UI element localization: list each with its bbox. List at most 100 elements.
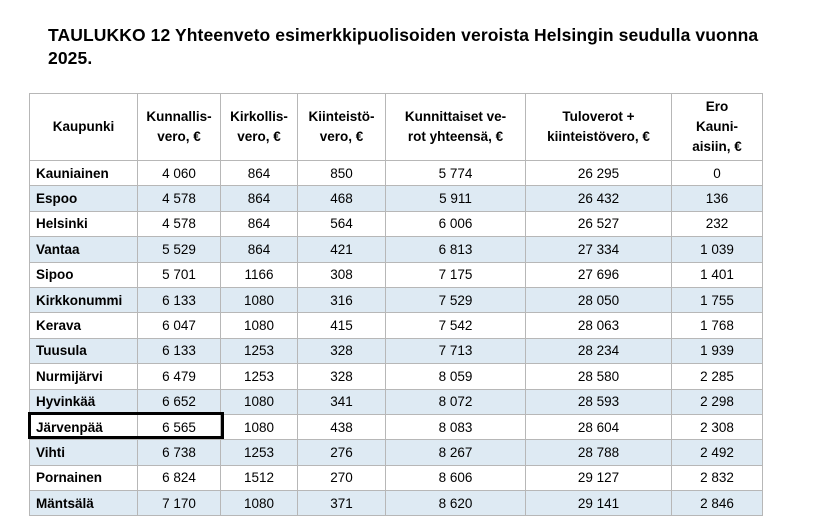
cell-ero: 2 846 [671, 490, 763, 517]
cell-tuloverot: 28 788 [525, 439, 672, 466]
cell-kunnallisvero: 6 652 [137, 388, 221, 415]
cell-kunnittaiset-verot: 8 059 [385, 363, 526, 390]
cell-kiinteistovero: 270 [297, 464, 386, 492]
table-row: Kirkkonummi 6 133 1080 316 7 529 28 050 1 755 [29, 286, 763, 314]
table-row: Hyvinkää 6 652 1080 341 8 072 28 593 2 298 [29, 388, 763, 415]
tax-summary-table: Kaupunki Kunnallis- vero, € Kirkollis- v… [29, 93, 763, 517]
cell-ero: 2 492 [671, 439, 763, 466]
cell-ero: 0 [671, 159, 763, 187]
cell-kunnittaiset-verot: 8 606 [385, 464, 526, 492]
cell-kiinteistovero: 341 [297, 388, 386, 415]
cell-kiinteistovero: 276 [297, 439, 386, 466]
cell-kirkollisvero: 864 [220, 210, 298, 238]
cell-kunnallisvero: 4 060 [137, 159, 221, 187]
table-row: Vihti 6 738 1253 276 8 267 28 788 2 492 [29, 439, 763, 466]
cell-ero: 1 939 [671, 337, 763, 365]
cell-tuloverot: 28 604 [525, 413, 672, 441]
cell-kunnittaiset-verot: 8 072 [385, 388, 526, 415]
cell-tuloverot: 28 050 [525, 286, 672, 314]
cell-kunnallisvero: 4 578 [137, 210, 221, 238]
cell-ero: 2 285 [671, 363, 763, 390]
cell-kunnallisvero: 6 133 [137, 337, 221, 365]
cell-kirkollisvero: 1253 [220, 337, 298, 365]
column-header-tuloverot: Tuloverot + kiinteistövero, € [525, 93, 672, 161]
cell-kirkollisvero: 1080 [220, 413, 298, 441]
cell-tuloverot: 29 127 [525, 464, 672, 492]
column-header-kunnittaiset-verot: Kunnittaiset ve- rot yhteensä, € [385, 93, 526, 161]
cell-city: Kirkkonummi [29, 286, 138, 314]
cell-city: Espoo [29, 185, 138, 212]
cell-tuloverot: 28 593 [525, 388, 672, 415]
cell-kunnittaiset-verot: 5 774 [385, 159, 526, 187]
cell-kunnallisvero: 5 701 [137, 261, 221, 288]
table-row: Espoo 4 578 864 468 5 911 26 432 136 [29, 185, 763, 212]
table-row: Mäntsälä 7 170 1080 371 8 620 29 141 2 846 [29, 490, 763, 517]
cell-kiinteistovero: 415 [297, 312, 386, 339]
cell-tuloverot: 28 234 [525, 337, 672, 365]
table-row: Kerava 6 047 1080 415 7 542 28 063 1 768 [29, 312, 763, 339]
cell-kiinteistovero: 850 [297, 159, 386, 187]
table-row: Vantaa 5 529 864 421 6 813 27 334 1 039 [29, 236, 763, 263]
cell-city: Vantaa [29, 236, 138, 263]
cell-city: Kauniainen [29, 159, 138, 187]
cell-city: Pornainen [29, 464, 138, 492]
cell-kirkollisvero: 1253 [220, 439, 298, 466]
cell-kiinteistovero: 564 [297, 210, 386, 238]
cell-kunnallisvero: 6 133 [137, 286, 221, 314]
column-header-kaupunki: Kaupunki [29, 93, 138, 161]
cell-kunnallisvero: 6 824 [137, 464, 221, 492]
table-row: Kauniainen 4 060 864 850 5 774 26 295 0 [29, 159, 763, 187]
cell-kiinteistovero: 328 [297, 337, 386, 365]
cell-kunnallisvero: 6 738 [137, 439, 221, 466]
cell-city: Mäntsälä [29, 490, 138, 517]
cell-kunnittaiset-verot: 5 911 [385, 185, 526, 212]
cell-kirkollisvero: 1512 [220, 464, 298, 492]
cell-kiinteistovero: 371 [297, 490, 386, 517]
cell-kiinteistovero: 316 [297, 286, 386, 314]
table-row: Järvenpää 6 565 1080 438 8 083 28 604 2 308 [29, 413, 763, 441]
cell-ero: 1 768 [671, 312, 763, 339]
cell-ero: 232 [671, 210, 763, 238]
cell-kunnittaiset-verot: 6 006 [385, 210, 526, 238]
cell-kirkollisvero: 1080 [220, 312, 298, 339]
column-header-ero: Ero Kauni- aisiin, € [671, 93, 763, 161]
cell-ero: 2 298 [671, 388, 763, 415]
cell-kiinteistovero: 438 [297, 413, 386, 441]
table-row: Nurmijärvi 6 479 1253 328 8 059 28 580 2 285 [29, 363, 763, 390]
cell-kunnittaiset-verot: 7 529 [385, 286, 526, 314]
cell-city: Vihti [29, 439, 138, 466]
cell-ero: 1 401 [671, 261, 763, 288]
column-header-kirkollisvero: Kirkollis- vero, € [220, 93, 298, 161]
cell-kiinteistovero: 468 [297, 185, 386, 212]
cell-city: Tuusula [29, 337, 138, 365]
cell-city: Sipoo [29, 261, 138, 288]
cell-city: Kerava [29, 312, 138, 339]
cell-ero: 136 [671, 185, 763, 212]
table-row: Pornainen 6 824 1512 270 8 606 29 127 2 832 [29, 464, 763, 492]
cell-city: Nurmijärvi [29, 363, 138, 390]
cell-kunnittaiset-verot: 8 083 [385, 413, 526, 441]
column-header-kunnallisvero: Kunnallis- vero, € [137, 93, 221, 161]
cell-ero: 1 039 [671, 236, 763, 263]
cell-kiinteistovero: 328 [297, 363, 386, 390]
cell-tuloverot: 26 527 [525, 210, 672, 238]
cell-tuloverot: 28 580 [525, 363, 672, 390]
cell-kiinteistovero: 421 [297, 236, 386, 263]
cell-kunnallisvero: 6 565 [137, 413, 221, 441]
cell-kunnittaiset-verot: 7 542 [385, 312, 526, 339]
column-header-kiinteistovero: Kiinteistö- vero, € [297, 93, 386, 161]
cell-ero: 2 308 [671, 413, 763, 441]
cell-kunnallisvero: 7 170 [137, 490, 221, 517]
cell-kirkollisvero: 1080 [220, 286, 298, 314]
cell-ero: 1 755 [671, 286, 763, 314]
cell-kirkollisvero: 1080 [220, 490, 298, 517]
cell-kirkollisvero: 1253 [220, 363, 298, 390]
cell-kunnittaiset-verot: 6 813 [385, 236, 526, 263]
table-row: Tuusula 6 133 1253 328 7 713 28 234 1 939 [29, 337, 763, 365]
table-row: Sipoo 5 701 1166 308 7 175 27 696 1 401 [29, 261, 763, 288]
cell-ero: 2 832 [671, 464, 763, 492]
cell-tuloverot: 26 295 [525, 159, 672, 187]
cell-kunnallisvero: 4 578 [137, 185, 221, 212]
cell-kunnittaiset-verot: 8 620 [385, 490, 526, 517]
cell-kunnallisvero: 5 529 [137, 236, 221, 263]
